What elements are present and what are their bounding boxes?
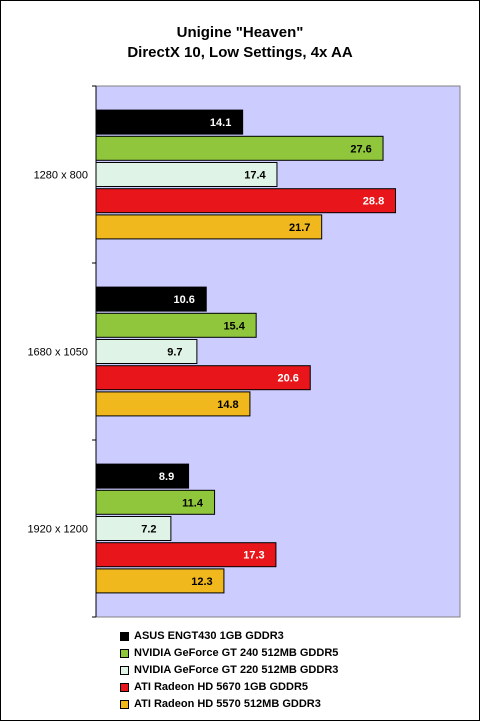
data-label: 20.6 [278, 373, 299, 385]
legend-label: ASUS ENGT430 1GB GDDR3 [134, 630, 284, 642]
legend-label: ATI Radeon HD 5670 1GB GDDR5 [134, 681, 309, 693]
data-label: 10.6 [174, 294, 195, 306]
data-label: 15.4 [223, 320, 245, 332]
chart-title-block: Unigine "Heaven" DirectX 10, Low Setting… [1, 23, 479, 63]
category-label: 1680 x 1050 [27, 347, 88, 359]
legend-item: NVIDIA GeForce GT 220 512MB GDDR3 [120, 662, 338, 679]
bar [95, 286, 207, 312]
legend-label: NVIDIA GeForce GT 240 512MB GDDR5 [134, 647, 339, 659]
data-label: 28.8 [363, 196, 384, 208]
data-label: 21.7 [289, 222, 310, 234]
bar [95, 135, 384, 161]
bar [95, 463, 190, 489]
chart-legend: ASUS ENGT430 1GB GDDR3 NVIDIA GeForce GT … [120, 628, 338, 713]
bar [95, 339, 198, 364]
legend-swatch [120, 666, 129, 675]
legend-swatch [120, 700, 129, 709]
data-label: 27.6 [350, 143, 371, 155]
legend-swatch [120, 649, 129, 658]
bar [95, 489, 216, 515]
category-label: 1280 x 800 [34, 170, 88, 182]
legend-item: ATI Radeon HD 5570 512MB GDDR3 [120, 696, 338, 713]
bar [95, 516, 172, 541]
legend-swatch [120, 632, 129, 641]
data-label: 12.3 [191, 576, 212, 588]
bar [95, 214, 323, 240]
bar [95, 162, 278, 187]
legend-item: ASUS ENGT430 1GB GDDR3 [120, 628, 338, 645]
bar [95, 542, 277, 568]
bar [95, 109, 244, 135]
data-label: 14.8 [217, 399, 238, 411]
data-label: 14.1 [210, 117, 231, 129]
bar [95, 312, 257, 338]
chart-title: Unigine "Heaven" [176, 24, 304, 41]
data-label: 8.9 [159, 471, 174, 483]
legend-label: ATI Radeon HD 5570 512MB GDDR3 [134, 698, 321, 710]
bar [95, 391, 251, 417]
bar [95, 568, 225, 594]
data-label: 17.4 [244, 170, 266, 182]
legend-label: NVIDIA GeForce GT 220 512MB GDDR3 [134, 664, 339, 676]
legend-swatch [120, 683, 129, 692]
bar [95, 365, 311, 391]
legend-item: ATI Radeon HD 5670 1GB GDDR5 [120, 679, 338, 696]
data-label: 9.7 [167, 347, 182, 359]
bar [95, 188, 397, 214]
data-label: 11.4 [182, 497, 204, 509]
data-label: 17.3 [243, 550, 264, 562]
chart-subtitle: DirectX 10, Low Settings, 4x AA [127, 44, 353, 61]
category-label: 1920 x 1200 [27, 524, 88, 536]
data-label: 7.2 [141, 524, 156, 536]
legend-item: NVIDIA GeForce GT 240 512MB GDDR5 [120, 645, 338, 662]
